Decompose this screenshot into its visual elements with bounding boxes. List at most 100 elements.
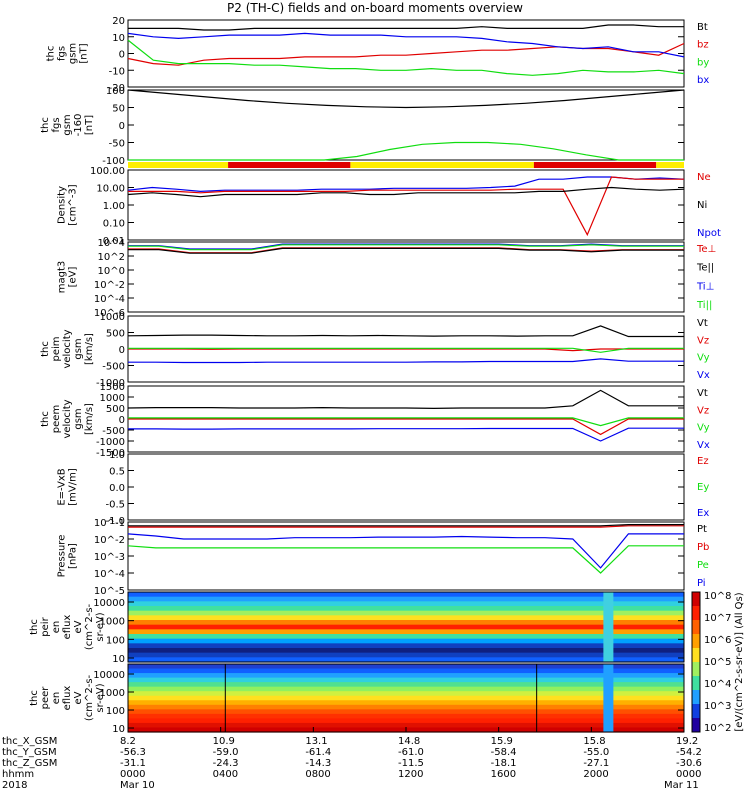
y-axis-label: peer <box>40 686 51 710</box>
y-axis-label: eflux <box>62 615 73 640</box>
series-line-black <box>127 325 684 338</box>
series-line-blue <box>127 533 684 569</box>
series-line-blue <box>128 427 684 442</box>
y-axis-label: sr-eV) <box>95 612 106 641</box>
y-tick-label: 100 <box>106 86 125 97</box>
y-axis-label: Pressure <box>57 535 68 578</box>
y-axis-label: sr-eV) <box>95 683 106 712</box>
spectrogram-band <box>128 620 684 626</box>
series-line-green <box>128 417 684 427</box>
y-axis-label: gsm <box>73 408 84 429</box>
orbit-value: 14.8 <box>398 736 420 747</box>
y-axis-label: thc <box>40 341 51 357</box>
orbit-value: 10.9 <box>213 736 235 747</box>
y-axis-label: en <box>51 621 62 634</box>
orbit-row-label: thc_X_GSM <box>2 736 57 747</box>
y-tick-label: 0 <box>119 345 125 356</box>
y-tick-label: 10^-5 <box>94 586 125 597</box>
y-tick-label: 100 <box>106 706 125 717</box>
legend-entry: Bt <box>697 22 708 33</box>
colorbar-tick: 10^3 <box>704 701 731 712</box>
y-tick-label: 500 <box>106 404 125 415</box>
y-axis-label: (cm^2-s- <box>84 603 95 650</box>
y-tick-label: 500 <box>106 329 125 340</box>
y-tick-label: 10^-3 <box>94 552 125 563</box>
y-tick-label: 10 <box>112 654 125 665</box>
spectrogram-band <box>128 664 684 670</box>
y-axis-label: [km/s] <box>84 403 95 435</box>
colorbar-tick: 10^7 <box>704 613 731 624</box>
spectrogram-band <box>128 718 684 724</box>
legend-entry: Pt <box>697 524 707 535</box>
colorbar-tick: 10^2 <box>704 723 731 734</box>
spectrogram-gap <box>603 664 614 732</box>
orbit-value: -11.5 <box>398 758 424 769</box>
series-line-red <box>128 348 684 352</box>
y-axis-label: en <box>51 692 62 705</box>
orbit-value: -30.6 <box>676 758 702 769</box>
legend-entry: bx <box>697 75 709 86</box>
y-axis-label: thc <box>46 46 57 62</box>
series-line-green <box>127 545 684 574</box>
colorbar-segment <box>692 690 700 705</box>
series-line-red <box>128 418 684 436</box>
panel-frame <box>127 89 685 161</box>
legend-entry: Vt <box>697 388 708 399</box>
colorbar-segment <box>692 718 700 733</box>
series-line-black <box>127 89 685 109</box>
series-line-blue <box>128 358 684 364</box>
y-tick-label: -0.5 <box>105 500 125 511</box>
y-tick-label: 20 <box>112 16 125 27</box>
y-tick-label: 0 <box>119 121 125 132</box>
y-axis-label: gsm <box>62 114 73 135</box>
y-axis-label: [eV] <box>68 267 79 288</box>
spectrogram-band <box>128 704 684 710</box>
legend-entry: Vz <box>697 405 709 416</box>
spectrogram-band <box>128 634 684 640</box>
y-tick-label: 100 <box>106 635 125 646</box>
date-label: Mar 11 <box>664 780 699 791</box>
y-axis-label: Density <box>57 186 68 224</box>
orbit-value: -54.2 <box>676 747 702 758</box>
colorbar-tick: 10^4 <box>704 679 731 690</box>
orbit-value: 13.1 <box>305 736 327 747</box>
series-line-green <box>127 39 685 76</box>
orbit-value: -58.4 <box>491 747 517 758</box>
y-tick-label: 10.00 <box>96 184 125 195</box>
y-tick-label: 10^-4 <box>94 569 125 580</box>
spectrogram-band <box>128 709 684 715</box>
y-tick-label: 50 <box>112 104 125 115</box>
series-line-black <box>127 389 684 410</box>
panel-frame <box>127 453 685 521</box>
legend-entry: Pb <box>697 542 709 553</box>
y-axis-label: peir <box>40 616 51 636</box>
y-tick-label: 10^-2 <box>94 535 125 546</box>
spectrogram-band <box>128 691 684 697</box>
y-tick-label: -50 <box>109 139 125 150</box>
y-axis-label: gsm <box>68 43 79 64</box>
mode-bar-segment <box>228 162 351 168</box>
colorbar-segment <box>692 620 700 635</box>
y-tick-label: 10000 <box>93 670 125 681</box>
colorbar-tick: 10^6 <box>704 635 731 646</box>
mode-bar-segment <box>533 162 657 168</box>
series-line-red <box>128 176 684 237</box>
colorbar-tick: 10^8 <box>704 591 731 602</box>
spectrogram-band <box>128 629 684 635</box>
year-label: 2018 <box>2 780 27 791</box>
y-axis-label: peem <box>51 405 62 433</box>
y-tick-label: 1.0 <box>109 450 125 461</box>
spectrogram-band <box>128 596 684 602</box>
colorbar-tick: 10^5 <box>704 657 731 668</box>
y-axis-label: thc <box>40 117 51 133</box>
y-tick-label: 1500 <box>100 382 125 393</box>
spectrogram-band <box>128 624 684 630</box>
spectrogram-band <box>128 657 684 663</box>
series-line-green <box>128 141 684 161</box>
orbit-row-label: thc_Y_GSM <box>2 747 57 758</box>
colorbar-label: [eV/(cm^2-s-sr-eV)] (All Qs) <box>734 592 745 731</box>
orbit-value: 15.9 <box>491 736 513 747</box>
colorbar-segment <box>692 676 700 691</box>
y-tick-label: 10 <box>112 33 125 44</box>
y-tick-label: 10 <box>112 724 125 735</box>
